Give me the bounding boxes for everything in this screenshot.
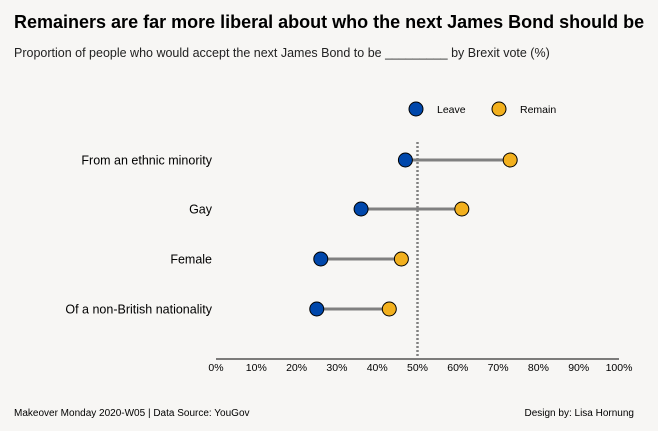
category-label: Female	[170, 253, 212, 267]
x-tick-label: 100%	[606, 362, 633, 374]
x-tick-label: 90%	[568, 362, 589, 374]
x-tick-label: 30%	[326, 362, 347, 374]
x-tick-label: 80%	[528, 362, 549, 374]
legend: Leave Remain	[408, 101, 556, 117]
legend-label-leave: Leave	[437, 104, 466, 116]
x-tick-label: 70%	[488, 362, 509, 374]
x-tick-label: 50%	[407, 362, 428, 374]
plot-area: 0% 10% 20% 30% 40% 50% 60% 70% 80% 90% 100% From an…	[65, 142, 632, 374]
x-tick-label: 10%	[246, 362, 267, 374]
dot-remain	[502, 152, 518, 168]
chart-title: Remainers are far more liberal about who…	[14, 12, 644, 32]
x-tick-label: 20%	[286, 362, 307, 374]
category-label: From an ethnic minority	[81, 154, 212, 168]
dot-leave	[397, 152, 413, 168]
legend-label-remain: Remain	[520, 104, 556, 116]
legend-marker-remain	[491, 101, 507, 117]
dot-leave	[353, 201, 369, 217]
category-label: Of a non-British nationality	[65, 303, 212, 317]
dot-remain	[454, 201, 470, 217]
legend-marker-leave	[408, 101, 424, 117]
x-tick-label: 40%	[367, 362, 388, 374]
dot-leave	[313, 251, 329, 267]
x-tick-label: 0%	[208, 362, 223, 374]
dot-remain	[381, 301, 397, 317]
chart-subtitle: Proportion of people who would accept th…	[14, 46, 550, 60]
footer-source: Makeover Monday 2020-W05 | Data Source: …	[14, 408, 250, 419]
x-tick-label: 60%	[447, 362, 468, 374]
dot-leave	[309, 301, 325, 317]
category-label: Gay	[189, 203, 213, 217]
footer-credit: Design by: Lisa Hornung	[524, 408, 634, 419]
dot-remain	[393, 251, 409, 267]
